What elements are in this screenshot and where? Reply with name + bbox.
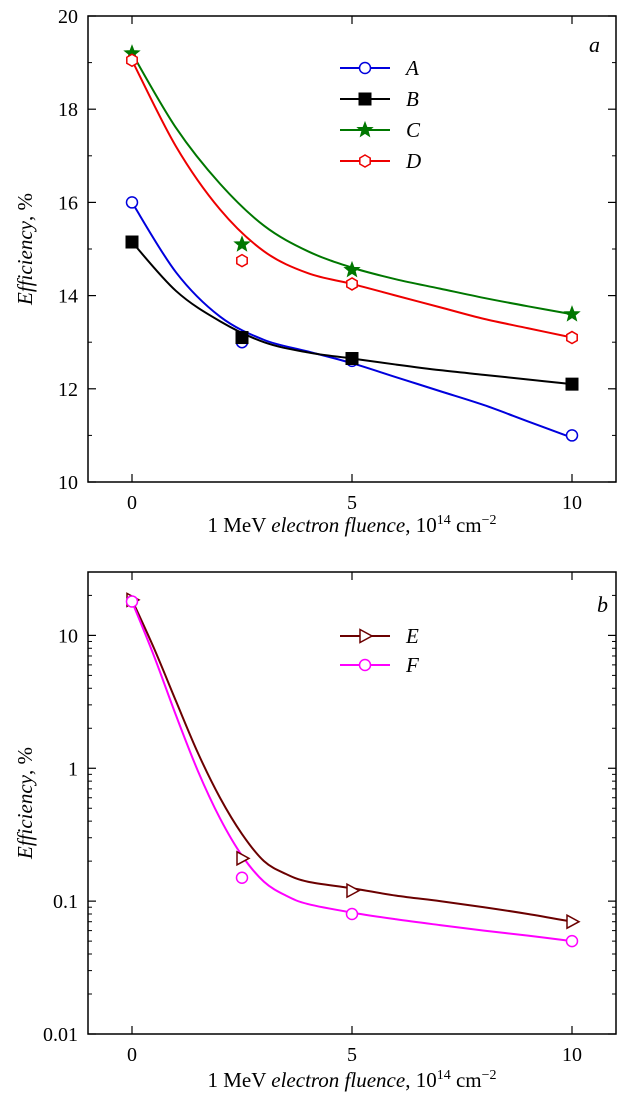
panel-b-plot-frame xyxy=(87,571,617,1035)
fit-curve-A xyxy=(131,201,573,439)
legend-marker-C xyxy=(356,120,374,138)
y-tick-label: 20 xyxy=(58,6,78,28)
y-tick-label: 1 xyxy=(68,758,78,780)
legend-label-D: D xyxy=(405,149,421,173)
data-point-B xyxy=(345,352,359,366)
legend-label-F: F xyxy=(405,653,419,677)
data-point-F xyxy=(565,934,579,948)
x-tick-label: 5 xyxy=(347,1044,357,1066)
data-point-C xyxy=(343,260,361,278)
y-tick-label: 16 xyxy=(58,192,78,214)
legend-label-A: A xyxy=(404,56,419,80)
y-tick-label: 10 xyxy=(58,625,78,647)
legend-marker-E xyxy=(359,628,374,644)
data-point-E xyxy=(346,882,361,899)
panel-b-legend: EF xyxy=(340,624,419,677)
legend-label-B: B xyxy=(406,87,419,111)
data-point-D xyxy=(566,330,578,345)
panel-b-fit-curves xyxy=(131,599,573,943)
legend-marker-D xyxy=(359,154,371,168)
x-tick-label: 10 xyxy=(562,492,582,514)
panel-b: 0 5 10 0.01 0.1 1 10 EF b 1 MeV electron fluen… xyxy=(13,571,617,1092)
y-tick-label: 12 xyxy=(58,379,78,401)
y-tick-label: 0.1 xyxy=(53,891,78,913)
panel-a-letter: a xyxy=(589,32,600,57)
data-point-C xyxy=(563,305,581,322)
panel-a-ticks xyxy=(88,15,616,483)
x-tick-label: 0 xyxy=(127,492,137,514)
fit-curve-C xyxy=(131,52,573,316)
legend-marker-F xyxy=(358,658,372,672)
data-point-D xyxy=(236,253,248,268)
panel-a-markers xyxy=(123,44,581,442)
panel-b-letter: b xyxy=(597,592,608,617)
panel-b-ticks xyxy=(88,571,616,1035)
fit-curve-F xyxy=(131,601,573,943)
y-tick-label: 14 xyxy=(58,286,78,308)
panel-b-markers xyxy=(125,592,581,948)
data-point-B xyxy=(565,377,579,391)
data-point-F xyxy=(125,595,139,608)
panel-b-tick-labels: 0 5 10 0.01 0.1 1 10 xyxy=(43,625,582,1066)
data-point-C xyxy=(233,235,251,252)
panel-b-x-axis-label: 1 MeV electron fluence, 1014 cm−2 xyxy=(208,1068,497,1092)
panel-a-tick-labels: 0 5 10 10 12 14 16 18 20 xyxy=(58,6,582,514)
y-tick-label: 18 xyxy=(58,99,78,121)
data-point-E xyxy=(236,850,251,867)
panel-a-x-axis-label: 1 MeV electron fluence, 1014 cm−2 xyxy=(208,513,497,537)
data-point-F xyxy=(235,871,249,884)
legend-label-C: C xyxy=(406,118,421,142)
data-point-A xyxy=(565,429,579,442)
data-point-B xyxy=(235,331,249,345)
fit-curve-E xyxy=(131,599,573,923)
panel-a-y-axis-label: Efficiency, % xyxy=(13,193,37,306)
data-point-D xyxy=(126,53,138,68)
data-point-F xyxy=(345,907,359,921)
x-tick-label: 5 xyxy=(347,492,357,514)
legend-marker-B xyxy=(358,92,372,106)
y-tick-label: 0.01 xyxy=(43,1024,78,1046)
x-tick-label: 0 xyxy=(127,1044,137,1066)
x-tick-label: 10 xyxy=(562,1044,582,1066)
y-tick-label: 10 xyxy=(58,472,78,494)
data-point-E xyxy=(566,913,581,930)
panel-a-fit-curves xyxy=(131,52,573,439)
legend-marker-A xyxy=(358,61,372,75)
legend-label-E: E xyxy=(405,624,419,648)
panel-a-plot-frame xyxy=(87,15,617,483)
data-point-A xyxy=(125,196,139,209)
panel-b-y-axis-label: Efficiency, % xyxy=(13,747,37,860)
data-point-B xyxy=(125,235,139,249)
data-point-D xyxy=(346,277,358,291)
